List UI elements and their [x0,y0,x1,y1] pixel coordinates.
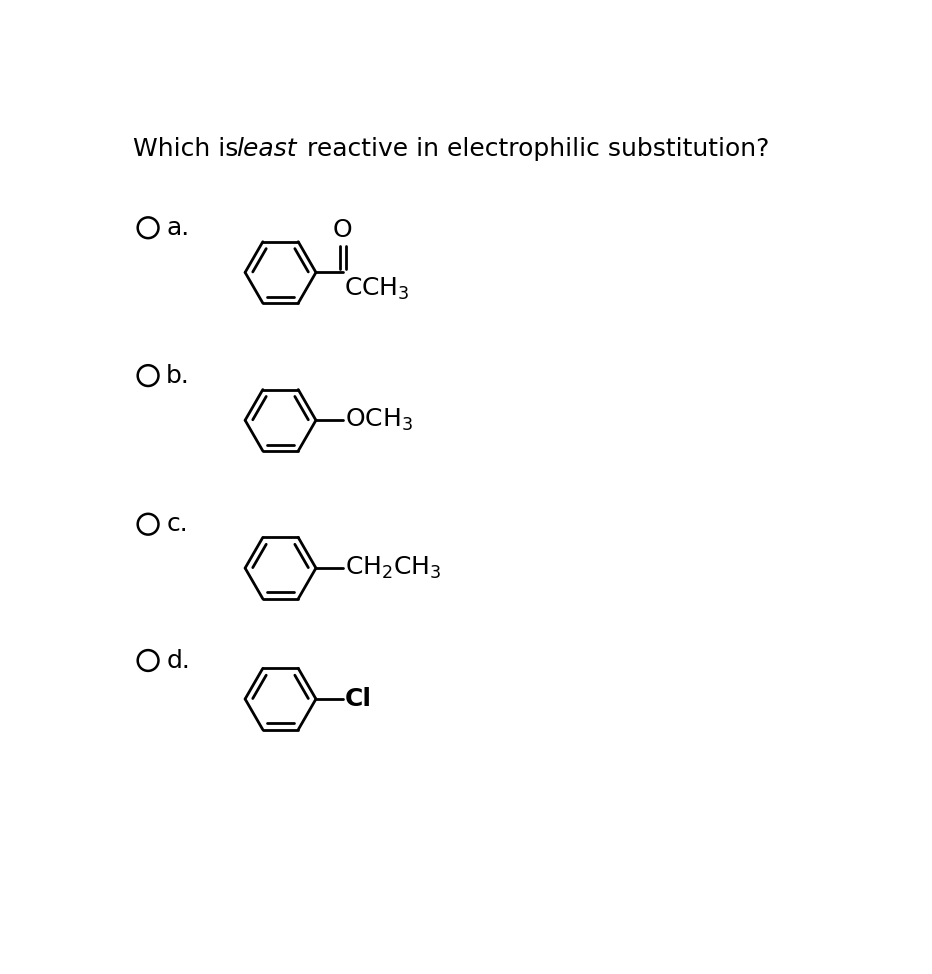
Text: Cl: Cl [345,687,372,711]
Text: Which is: Which is [132,137,246,161]
Text: OCH$_3$: OCH$_3$ [345,407,413,433]
Text: b.: b. [166,363,190,388]
Text: O: O [333,217,352,242]
Text: CCH$_3$: CCH$_3$ [345,276,410,302]
Text: least: least [236,137,296,161]
Text: c.: c. [166,512,188,537]
Text: d.: d. [166,649,190,672]
Text: CH$_2$CH$_3$: CH$_2$CH$_3$ [345,555,442,581]
Text: a.: a. [166,216,189,240]
Text: reactive in electrophilic substitution?: reactive in electrophilic substitution? [299,137,770,161]
